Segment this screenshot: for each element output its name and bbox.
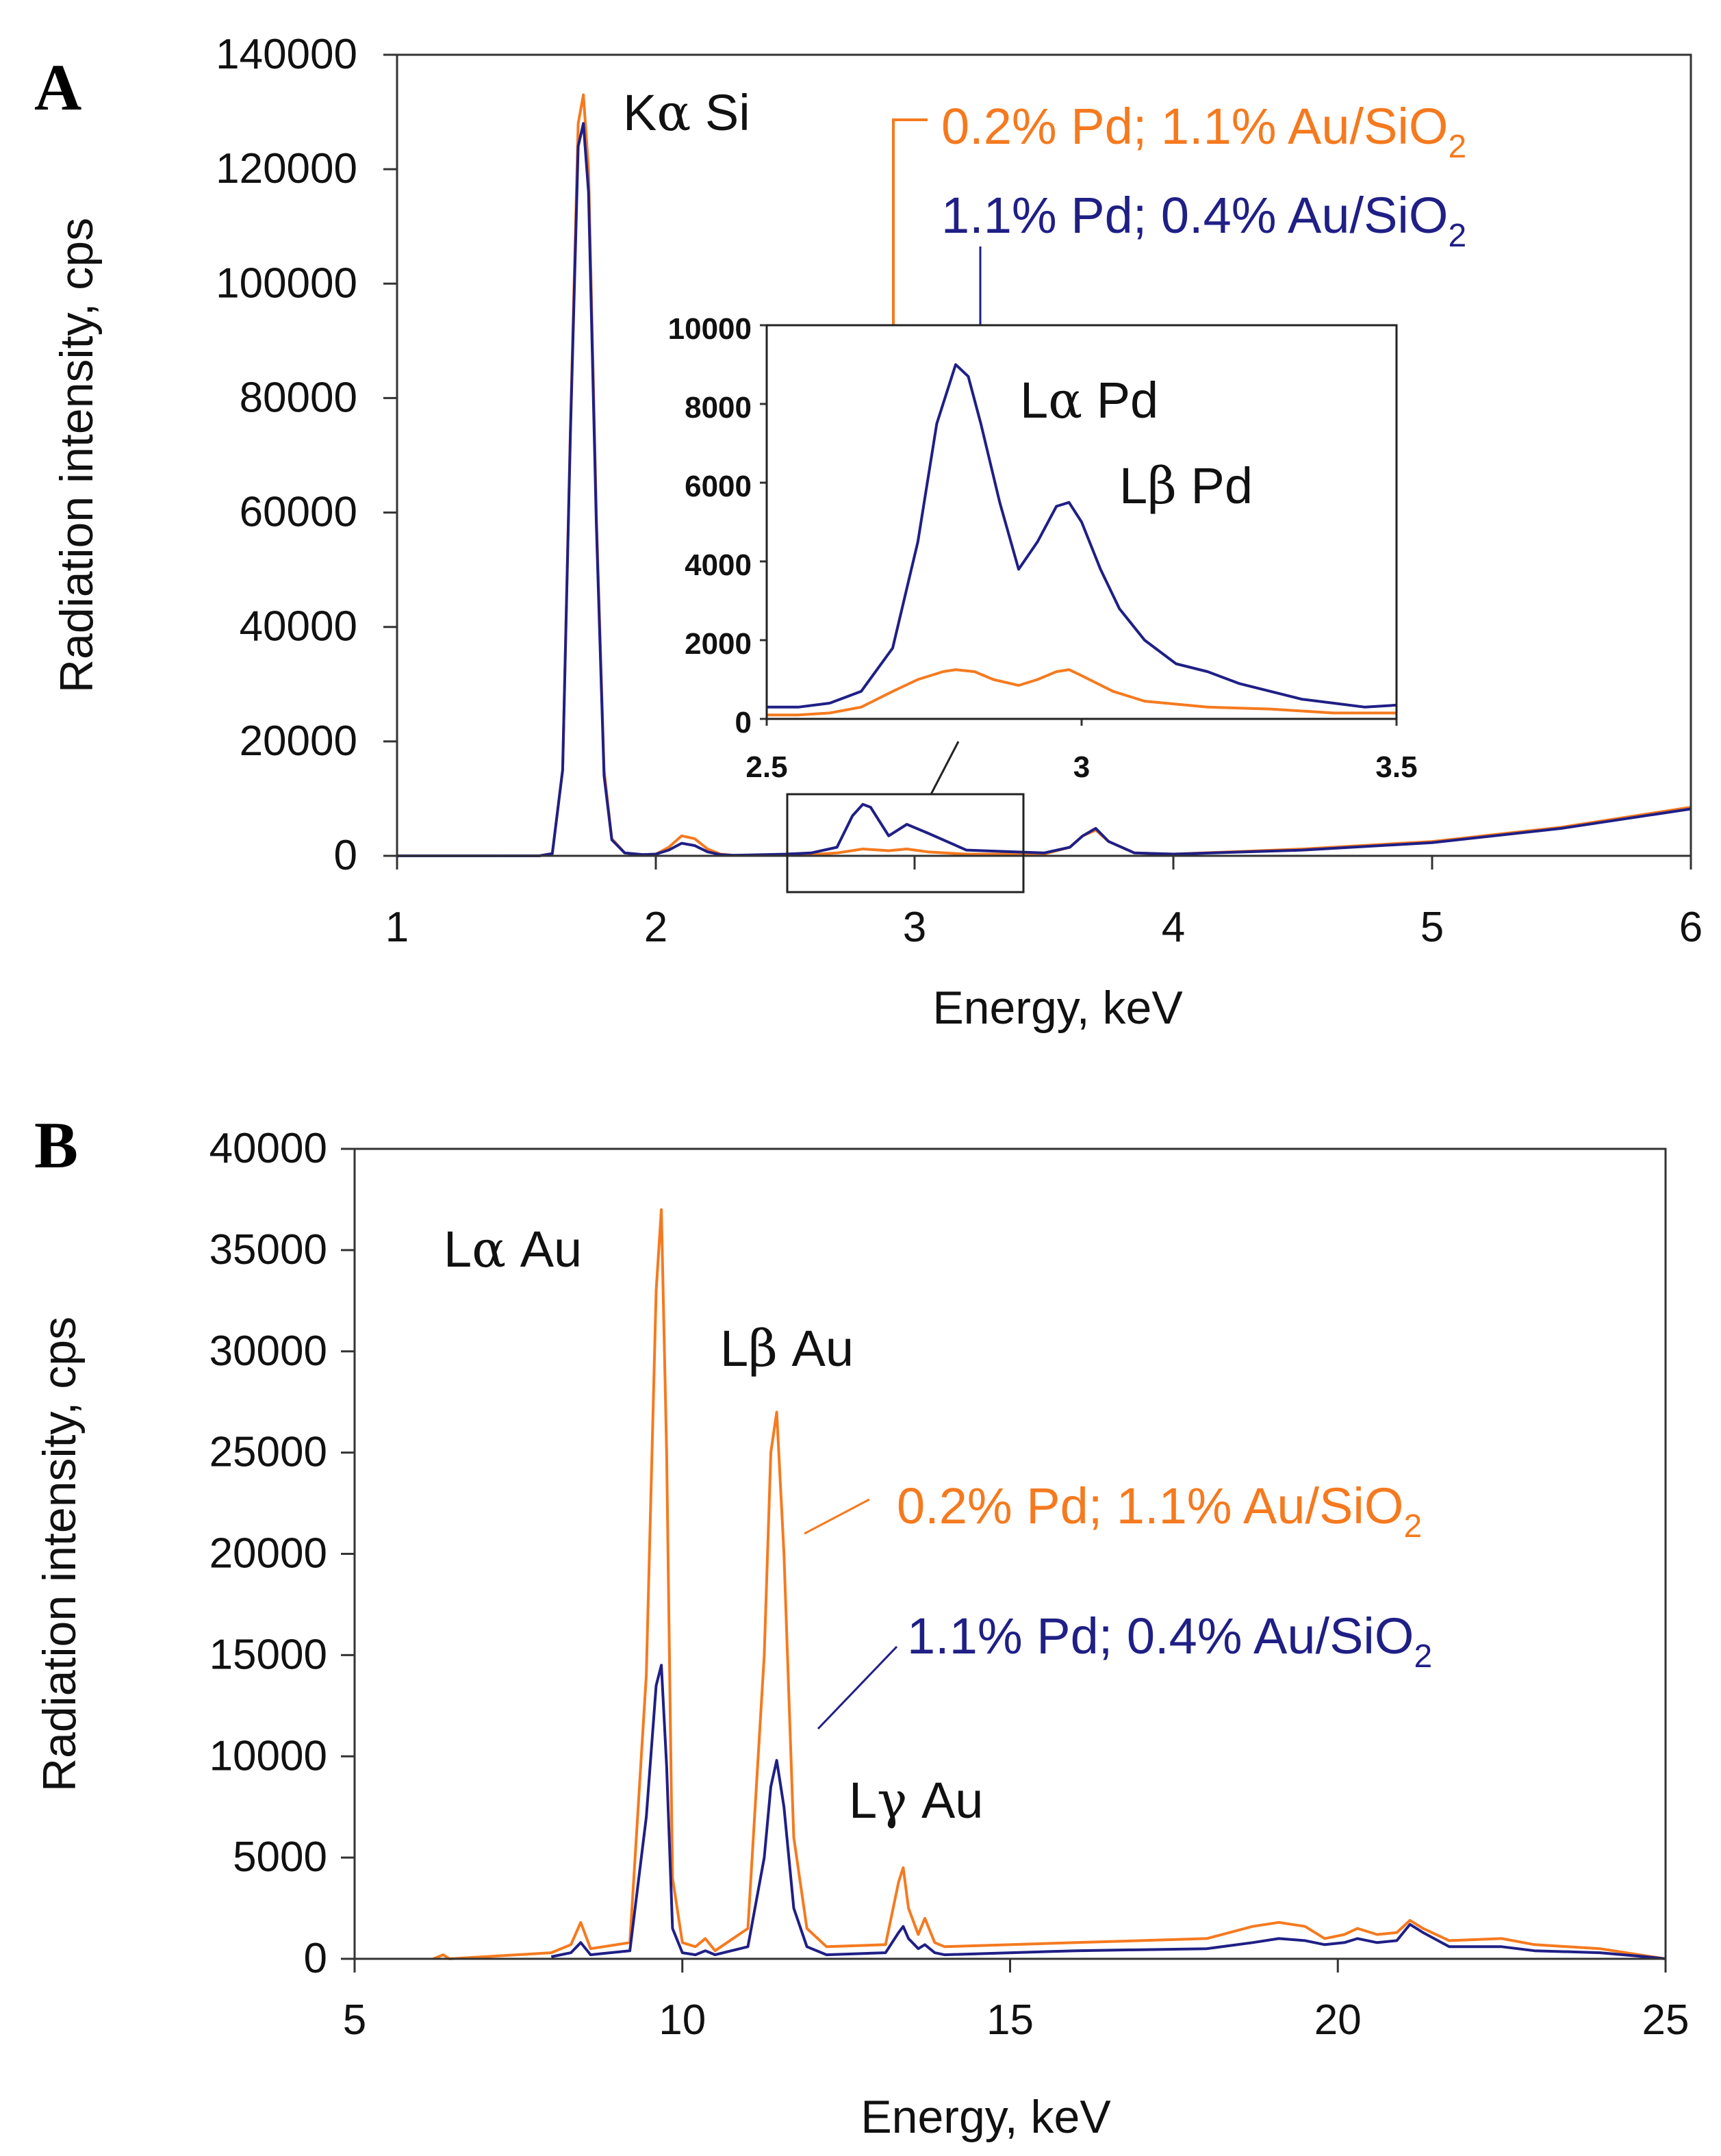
peak-label-ka-si: Kα Si (623, 84, 750, 142)
panel-a-yticks: 0 20000 40000 60000 80000 100000 120000 140000 (216, 31, 397, 879)
panel-b-xtick-label: 10 (659, 1996, 706, 2044)
peak-label-la-pd: Lα Pd (1020, 371, 1158, 430)
panel-a-letter: A (34, 51, 81, 124)
panel-b: B 0 5000 10000 15000 20000 25000 30000 35000 400… (34, 1108, 1689, 2143)
panel-a-xtick-label: 1 (385, 904, 409, 951)
panel-b-ytick-label: 35000 (209, 1226, 327, 1273)
panel-a-xtick-label: 6 (1679, 904, 1703, 951)
panel-b-leader-navy (817, 1645, 898, 1730)
inset-frame (765, 324, 1398, 720)
inset-ytick-label: 4000 (685, 548, 752, 582)
inset-xtick-label: 3.5 (1375, 750, 1417, 784)
panel-b-ytick-label: 30000 (209, 1328, 327, 1375)
panel-a-ytick-label: 20000 (240, 718, 357, 765)
peak-label-lb-au: Lβ Au (720, 1319, 854, 1378)
panel-a-annotation-orange: 0.2% Pd; 1.1% Au/SiO2 (941, 98, 1466, 165)
panel-a-xtick-label: 3 (903, 904, 926, 951)
peak-label-la-au: Lα Au (444, 1220, 582, 1279)
panel-b-ytick-label: 40000 (209, 1125, 327, 1172)
panel-a-xtick-label: 4 (1162, 904, 1185, 951)
panel-a-ytick-label: 120000 (216, 145, 357, 192)
panel-a-xticks: 1 2 3 4 5 6 (385, 856, 1703, 951)
panel-a-xtick-label: 2 (644, 904, 667, 951)
inset-xtick-label: 2.5 (745, 750, 787, 784)
inset-xticks: 2.5 3 3.5 (745, 719, 1418, 784)
panel-b-ytick-label: 0 (304, 1935, 327, 1982)
panel-a-ytick-label: 80000 (240, 374, 357, 421)
panel-a-plot-frame (396, 53, 1692, 857)
inset-ytick-label: 6000 (685, 470, 752, 503)
panel-b-xtick-label: 5 (343, 1996, 366, 2044)
peak-label-lb-pd: Lβ Pd (1119, 457, 1253, 516)
panel-b-xtick-label: 15 (986, 1996, 1034, 2044)
panel-b-ylabel: Radiation intensity, cps (34, 1317, 86, 1792)
panel-b-xtick-label: 25 (1642, 1996, 1690, 2044)
panel-b-ytick-label: 5000 (233, 1834, 327, 1881)
panel-a-ylabel: Radiation intensity, cps (51, 218, 103, 693)
panel-b-xlabel: Energy, keV (860, 2091, 1111, 2143)
inset-lines (767, 363, 1397, 717)
inset-series-navy (767, 363, 1397, 709)
panel-b-series-navy (550, 1664, 1666, 1960)
panel-b-yticks: 0 5000 10000 15000 20000 25000 30000 35000 40000 (209, 1125, 355, 1982)
panel-a-annotation-navy: 1.1% Pd; 0.4% Au/SiO2 (941, 187, 1466, 254)
inset-ytick-label: 10000 (668, 312, 752, 346)
inset-ytick-label: 8000 (685, 391, 752, 424)
peak-label-lg-au: Lγ Au (849, 1771, 983, 1830)
panel-b-xtick-label: 20 (1314, 1996, 1362, 2044)
panel-a-ytick-label: 100000 (216, 259, 357, 307)
panel-b-leader-orange (804, 1498, 870, 1535)
panel-a-xtick-label: 5 (1420, 904, 1444, 951)
panel-b-ytick-label: 20000 (209, 1530, 327, 1577)
panel-b-plot-frame (353, 1147, 1667, 1960)
inset-ytick-label: 2000 (685, 627, 752, 661)
panel-a-ytick-label: 60000 (240, 489, 357, 536)
panel-b-ytick-label: 25000 (209, 1429, 327, 1476)
panel-a-series-navy (500, 122, 1692, 857)
panel-a-zoom-box (786, 793, 1025, 893)
inset-xtick-label: 3 (1073, 750, 1090, 784)
panel-b-series-orange (433, 1208, 1666, 1960)
panel-b-lines (433, 1208, 1666, 1960)
inset-ytick-label: 0 (735, 706, 752, 739)
inset-series-orange (767, 668, 1397, 717)
inset-yticks: 0 2000 4000 6000 8000 10000 (668, 312, 767, 739)
panel-a: A 02000040000600008000010000012000014000… (34, 31, 1703, 1034)
panel-b-ytick-label: 15000 (209, 1631, 327, 1678)
panel-b-ytick-label: 10000 (209, 1732, 327, 1779)
panel-a-ytick-label: 140000 (216, 31, 357, 78)
panel-a-ytick-label: 40000 (240, 603, 357, 650)
panel-b-annotation-orange: 0.2% Pd; 1.1% Au/SiO2 (897, 1478, 1422, 1545)
panel-b-annotation-navy: 1.1% Pd; 0.4% Au/SiO2 (907, 1608, 1432, 1675)
panel-a-xlabel: Energy, keV (932, 982, 1183, 1034)
panel-b-letter: B (34, 1108, 78, 1182)
panel-a-inset: 0 2000 4000 6000 8000 10000 2.5 3 3.5 Lα Pd Lβ … (668, 312, 1418, 784)
panel-a-zoom-connector (930, 741, 960, 795)
panel-b-xticks: 5 10 15 20 25 (343, 1959, 1690, 2044)
panel-a-ytick-label: 0 (334, 832, 357, 879)
